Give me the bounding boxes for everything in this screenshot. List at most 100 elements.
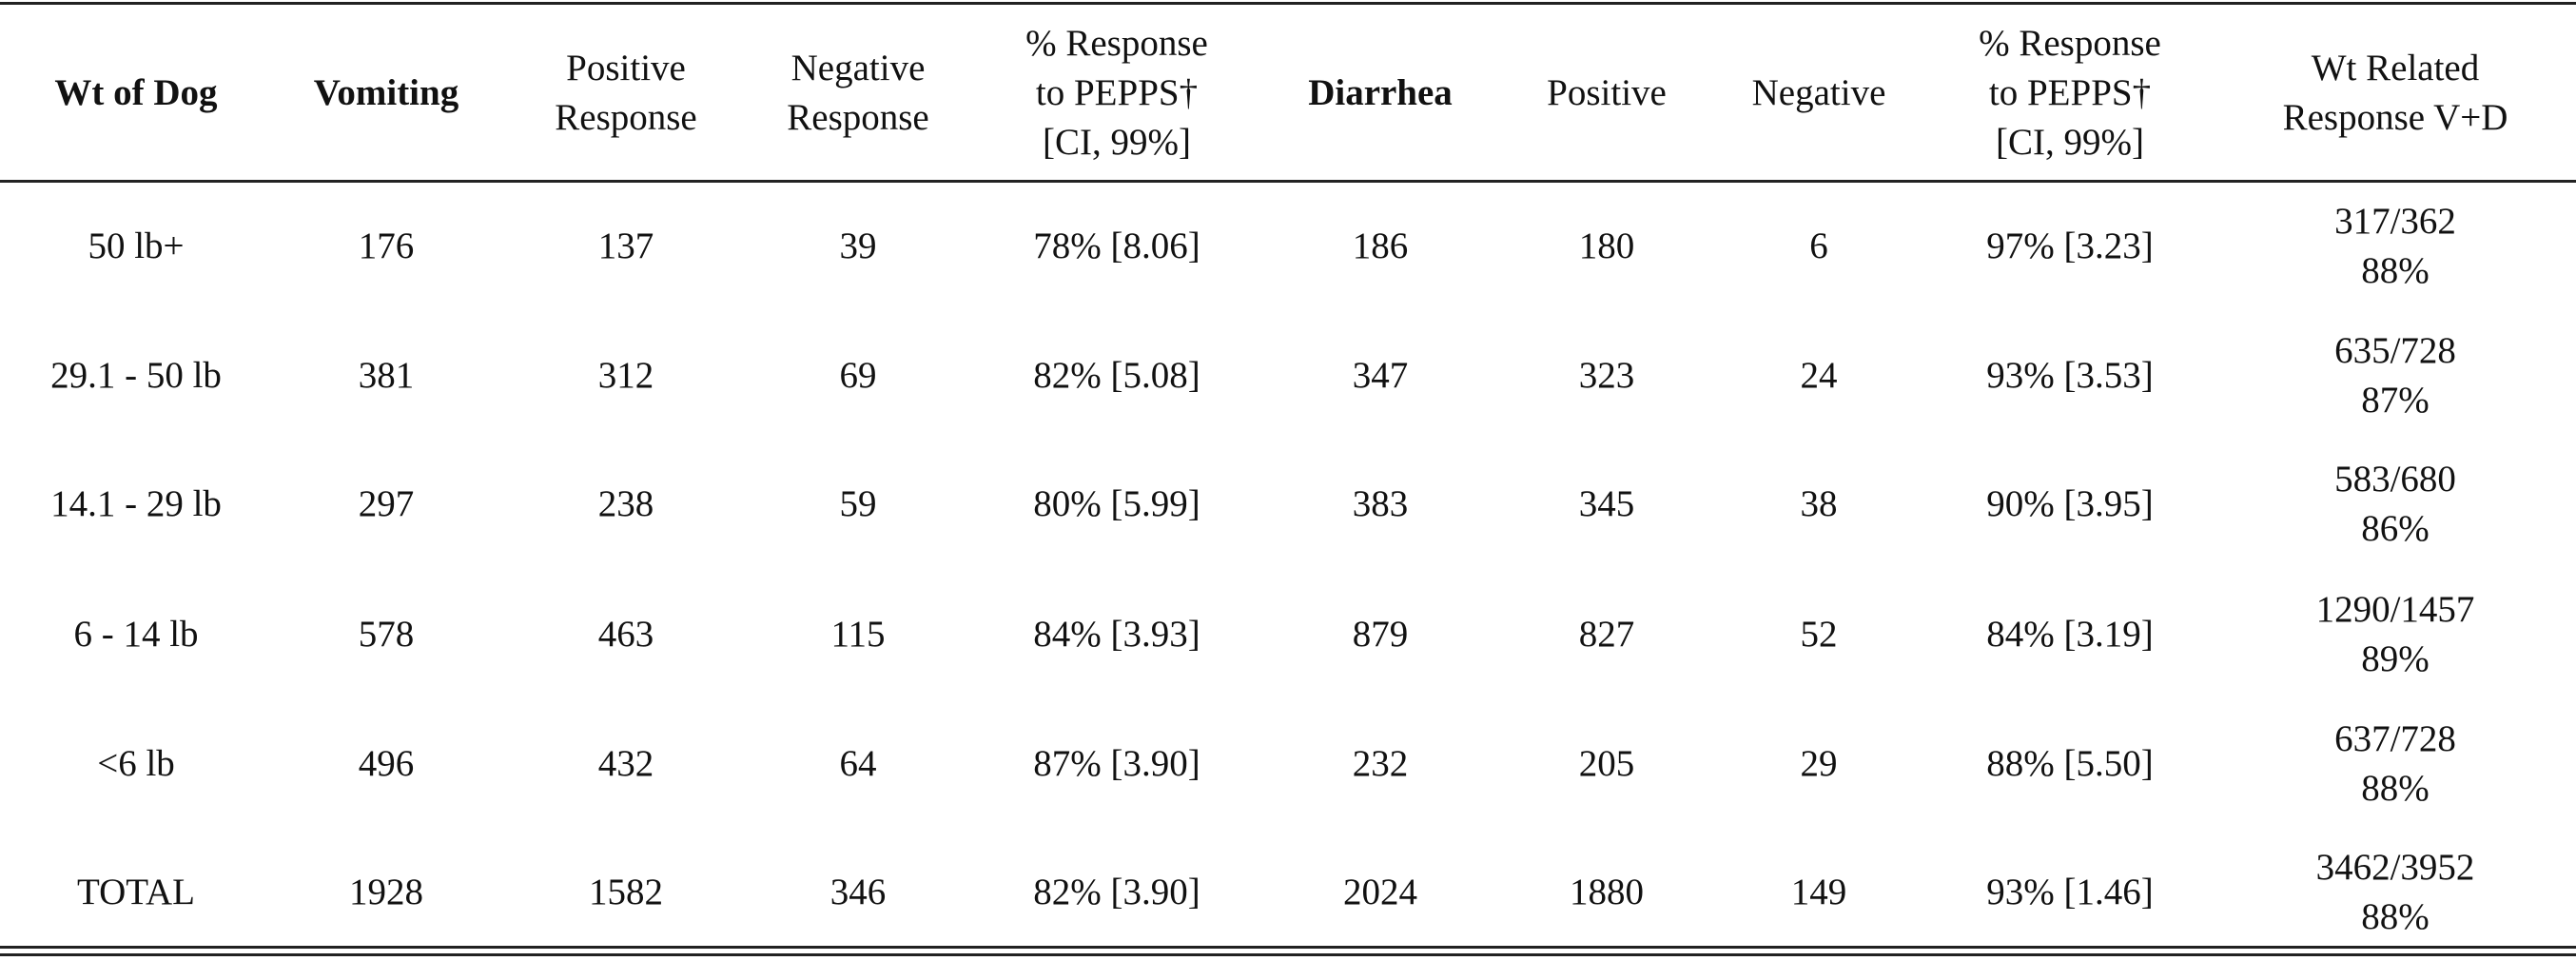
body-cell: 82% [3.90] — [907, 868, 1326, 917]
cell-line: 93% [1.46] — [1986, 872, 2154, 912]
cell-line: 317/362 — [2334, 201, 2456, 242]
cell-line: 879 — [1352, 614, 1409, 655]
body-cell: 93% [3.53] — [1861, 351, 2279, 401]
body-cell: 317/362 88% — [2186, 197, 2576, 296]
cell-line: % Response — [1979, 23, 2161, 64]
body-cell: 14.1 - 29 lb — [0, 480, 345, 529]
cell-line: [CI, 99%] — [1043, 122, 1191, 163]
body-cell: 312 — [417, 351, 835, 401]
cell-line: 90% [3.95] — [1986, 483, 2154, 524]
cell-line: 186 — [1352, 226, 1409, 266]
body-cell: 52 — [1610, 610, 2028, 659]
body-cell: 38 — [1610, 480, 2028, 529]
body-cell: 383 — [1171, 480, 1590, 529]
cell-line: 50 lb+ — [88, 226, 185, 266]
cell-line: 381 — [358, 355, 415, 396]
body-cell: 323 — [1397, 351, 1816, 401]
cell-line: Response — [555, 97, 697, 138]
cell-line: 205 — [1578, 743, 1635, 784]
header-cell: Negative Response — [649, 44, 1067, 143]
top-rule — [0, 2, 2576, 5]
header-cell: Negative — [1610, 69, 2028, 118]
cell-line: 82% [5.08] — [1033, 355, 1200, 396]
cell-line: TOTAL — [77, 872, 195, 912]
cell-line: 345 — [1578, 483, 1635, 524]
cell-line: 93% [3.53] — [1986, 355, 2154, 396]
cell-line: % Response — [1025, 23, 1208, 64]
cell-line: 1880 — [1570, 872, 1644, 912]
body-cell: 232 — [1171, 739, 1590, 789]
header-cell: Positive Response — [417, 44, 835, 143]
cell-line: 176 — [358, 226, 415, 266]
cell-line: 86% — [2361, 508, 2430, 549]
cell-line: 84% [3.19] — [1986, 614, 2154, 655]
cell-line: 238 — [597, 483, 654, 524]
cell-line: 24 — [1800, 355, 1838, 396]
body-cell: 1880 — [1397, 868, 1816, 917]
cell-line: Negative — [1751, 72, 1886, 113]
body-cell: 637/728 88% — [2186, 715, 2576, 814]
body-cell: 69 — [649, 351, 1067, 401]
body-cell: 115 — [649, 610, 1067, 659]
cell-line: 1290/1457 — [2315, 589, 2475, 630]
cell-line: 827 — [1578, 614, 1635, 655]
cell-line: 82% [3.90] — [1033, 872, 1200, 912]
body-cell: 345 — [1397, 480, 1816, 529]
cell-line: 180 — [1578, 226, 1635, 266]
body-cell: 29 — [1610, 739, 2028, 789]
cell-line: 312 — [597, 355, 654, 396]
cell-line: Positive — [566, 48, 686, 88]
cell-line: 80% [5.99] — [1033, 483, 1200, 524]
body-cell: 180 — [1397, 222, 1816, 271]
bottom-rule — [0, 946, 2576, 949]
cell-line: to PEPPS† — [1988, 72, 2152, 113]
cell-line: 1928 — [349, 872, 423, 912]
body-cell: 176 — [177, 222, 595, 271]
cell-line: 6 — [1809, 226, 1828, 266]
cell-line: Diarrhea — [1308, 72, 1453, 113]
cell-line: 115 — [830, 614, 886, 655]
header-cell: Wt of Dog — [0, 69, 345, 118]
body-cell: 82% [5.08] — [907, 351, 1326, 401]
body-cell: 6 — [1610, 222, 2028, 271]
cell-line: Negative — [790, 48, 926, 88]
cell-line: 583/680 — [2334, 459, 2456, 500]
body-cell: 2024 — [1171, 868, 1590, 917]
cell-line: 29.1 - 50 lb — [50, 355, 222, 396]
body-cell: 29.1 - 50 lb — [0, 351, 345, 401]
body-cell: 1582 — [417, 868, 835, 917]
cell-line: 463 — [597, 614, 654, 655]
cell-line: 578 — [358, 614, 415, 655]
cell-line: 323 — [1578, 355, 1635, 396]
header-cell: Positive — [1397, 69, 1816, 118]
cell-line: 432 — [597, 743, 654, 784]
body-cell: 39 — [649, 222, 1067, 271]
body-cell: 3462/3952 88% — [2186, 843, 2576, 942]
cell-line: 84% [3.93] — [1033, 614, 1200, 655]
cell-line: 496 — [358, 743, 415, 784]
cell-line: 347 — [1352, 355, 1409, 396]
body-cell: 297 — [177, 480, 595, 529]
body-cell: 24 — [1610, 351, 2028, 401]
cell-line: Positive — [1547, 72, 1667, 113]
bottom-rule — [0, 953, 2576, 956]
body-cell: 149 — [1610, 868, 2028, 917]
header-rule — [0, 180, 2576, 183]
body-cell: 583/680 86% — [2186, 455, 2576, 554]
cell-line: Wt Related — [2311, 48, 2480, 88]
body-cell: 93% [1.46] — [1861, 868, 2279, 917]
body-cell: 64 — [649, 739, 1067, 789]
cell-line: 346 — [829, 872, 887, 912]
cell-line: 88% — [2361, 768, 2430, 809]
cell-line: 89% — [2361, 638, 2430, 679]
body-cell: 1290/1457 89% — [2186, 585, 2576, 684]
header-cell: Vomiting — [177, 69, 595, 118]
header-cell: % Response to PEPPS† [CI, 99%] — [1861, 19, 2279, 167]
body-cell: 347 — [1171, 351, 1590, 401]
body-cell: 578 — [177, 610, 595, 659]
body-cell: 381 — [177, 351, 595, 401]
cell-line: 59 — [839, 483, 877, 524]
cell-line: 137 — [597, 226, 654, 266]
body-cell: 59 — [649, 480, 1067, 529]
